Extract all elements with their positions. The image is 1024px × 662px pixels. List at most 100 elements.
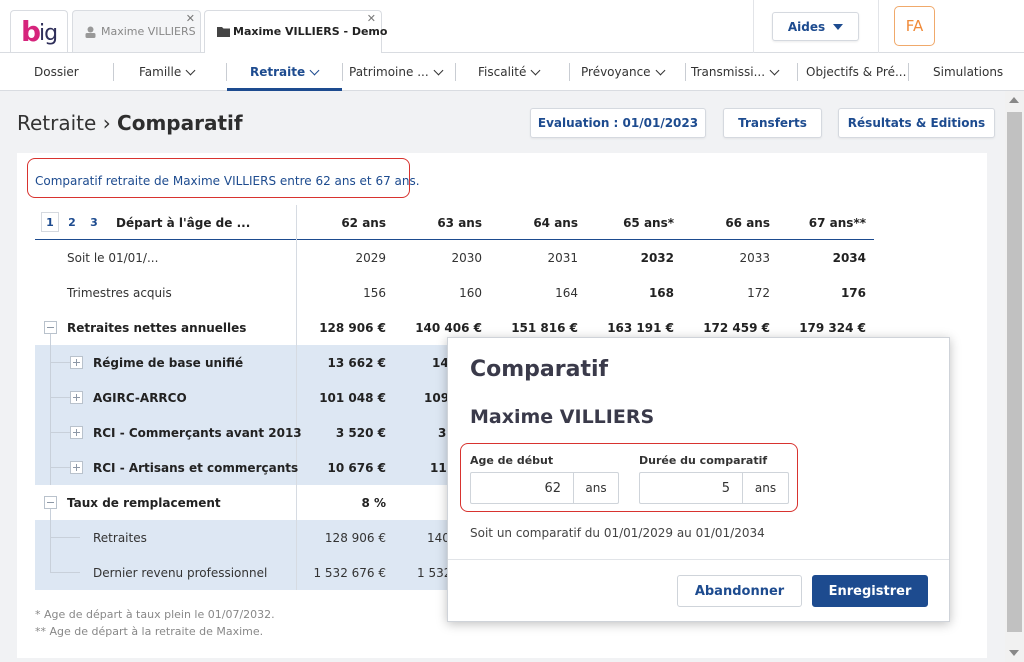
resultats-editions-button[interactable]: Résultats & Editions xyxy=(838,108,995,138)
user-icon xyxy=(85,26,96,38)
column-divider xyxy=(296,205,297,590)
duree-field: ans xyxy=(639,472,789,504)
tab-label: Maxime VILLIERS - Demo xyxy=(233,25,388,38)
table-cell: 128 906 € xyxy=(319,321,386,335)
scroll-down-icon[interactable] xyxy=(1009,650,1019,656)
tree-line xyxy=(50,334,51,485)
chevron-down-icon xyxy=(185,65,196,75)
table-cell: 3 xyxy=(438,426,447,440)
chevron-down-icon xyxy=(433,65,444,75)
row-label: RCI - Artisans et commerçants xyxy=(93,461,299,475)
expand-icon[interactable] xyxy=(70,426,83,439)
divider xyxy=(753,0,754,53)
nav-item-dossier[interactable]: Dossier xyxy=(34,53,79,91)
table-cell: 179 324 € xyxy=(799,321,866,335)
divider xyxy=(113,63,114,81)
table-cell: 172 xyxy=(747,286,770,300)
scrollbar-thumb[interactable] xyxy=(1007,112,1022,632)
highlight-box xyxy=(460,443,798,512)
table-cell: 2032 xyxy=(640,251,674,265)
table-cell: 14 xyxy=(432,356,449,370)
nav-item-retraite[interactable]: Retraite xyxy=(250,53,320,91)
dialog-footer: Abandonner Enregistrer xyxy=(448,559,949,621)
nav-label: Dossier xyxy=(34,65,79,79)
app-logo[interactable]: b ig xyxy=(10,10,68,52)
cancel-button[interactable]: Abandonner xyxy=(677,575,802,607)
row-label: Dernier revenu professionnel xyxy=(93,566,268,580)
age-input[interactable] xyxy=(471,473,573,503)
expand-icon[interactable] xyxy=(70,391,83,404)
column-header: 63 ans xyxy=(437,216,482,230)
corner-label: Départ à l'âge de ... xyxy=(116,216,251,230)
tree-line xyxy=(50,509,51,573)
collapse-icon[interactable] xyxy=(44,321,57,334)
nav-item-fiscalite[interactable]: Fiscalité xyxy=(478,53,541,91)
tab-label: Maxime VILLIERS xyxy=(101,25,196,38)
table-cell: 176 xyxy=(840,286,866,300)
avatar[interactable]: FA xyxy=(894,6,935,46)
tree-line xyxy=(50,572,80,573)
row-label: RCI - Commerçants avant 2013 xyxy=(93,426,302,440)
table-cell: 2030 xyxy=(451,251,482,265)
duree-input[interactable] xyxy=(640,473,742,503)
divider xyxy=(878,0,879,53)
aides-button[interactable]: Aides xyxy=(772,12,859,41)
nav-label: Prévoyance xyxy=(581,65,651,79)
tree-line xyxy=(50,467,70,468)
nav-label: Fiscalité xyxy=(478,65,527,79)
age-label: Age de début xyxy=(470,454,554,467)
expand-icon[interactable] xyxy=(70,461,83,474)
row-label: AGIRC-ARRCO xyxy=(93,391,187,405)
nav-item-patrimoine[interactable]: Patrimoine ... xyxy=(349,53,444,91)
active-tab-indicator xyxy=(227,88,342,91)
page-3-button[interactable]: 3 xyxy=(90,215,98,229)
table-cell: 2031 xyxy=(547,251,578,265)
tab-maxime-villiers[interactable]: Maxime VILLIERS ✕ xyxy=(72,10,201,52)
age-field: ans xyxy=(470,472,619,504)
divider xyxy=(797,63,798,81)
nav-item-transmission[interactable]: Transmissi... xyxy=(691,53,780,91)
close-icon[interactable]: ✕ xyxy=(185,12,195,25)
table-cell: 2033 xyxy=(739,251,770,265)
nav-item-prevoyance[interactable]: Prévoyance xyxy=(581,53,666,91)
table-cell: 163 191 € xyxy=(607,321,674,335)
chevron-down-icon xyxy=(309,65,320,75)
breadcrumb-separator: › xyxy=(102,111,111,135)
collapse-icon[interactable] xyxy=(44,496,57,509)
dialog-title: Comparatif xyxy=(470,357,609,382)
table-cell: 8 % xyxy=(361,496,386,510)
table-cell: 160 xyxy=(459,286,482,300)
expand-icon[interactable] xyxy=(70,356,83,369)
table-cell: 151 816 € xyxy=(511,321,578,335)
nav-item-famille[interactable]: Famille xyxy=(139,53,196,91)
table-cell: 101 048 € xyxy=(319,391,386,405)
nav-item-simulations[interactable]: Simulations xyxy=(933,53,1003,91)
row-label: Retraites xyxy=(93,531,147,545)
table-cell: 128 906 € xyxy=(324,531,386,545)
evaluation-button[interactable]: Evaluation : 01/01/2023 xyxy=(530,108,706,138)
nav-label: Transmissi... xyxy=(691,65,766,79)
nav-label: Retraite xyxy=(250,65,306,79)
aides-label: Aides xyxy=(787,19,826,34)
intro-text: Comparatif retraite de Maxime VILLIERS e… xyxy=(35,174,420,188)
nav-item-objectifs[interactable]: Objectifs & Pré... xyxy=(806,53,906,91)
row-label: Régime de base unifié xyxy=(93,356,244,370)
close-icon[interactable]: ✕ xyxy=(366,12,376,25)
page-1-button[interactable]: 1 xyxy=(41,212,59,232)
folder-icon xyxy=(217,27,230,37)
breadcrumb-parent[interactable]: Retraite xyxy=(17,111,97,135)
table-cell: 10 676 € xyxy=(327,461,386,475)
tree-line xyxy=(50,537,80,538)
dialog-info: Soit un comparatif du 01/01/2029 au 01/0… xyxy=(470,526,765,540)
main-nav: Dossier Famille Retraite Patrimoine ... … xyxy=(0,53,1024,91)
page-title: Retraite › Comparatif xyxy=(17,111,243,135)
transferts-button[interactable]: Transferts xyxy=(723,108,822,138)
save-button[interactable]: Enregistrer xyxy=(812,575,928,607)
nav-label: Patrimoine ... xyxy=(349,65,429,79)
tab-maxime-villiers-demo[interactable]: Maxime VILLIERS - Demo ✕ xyxy=(204,10,387,54)
page-2-button[interactable]: 2 xyxy=(68,215,76,229)
divider xyxy=(455,63,456,81)
scroll-up-icon[interactable] xyxy=(1009,97,1019,103)
divider xyxy=(569,63,570,81)
breadcrumb-current: Comparatif xyxy=(117,111,243,135)
